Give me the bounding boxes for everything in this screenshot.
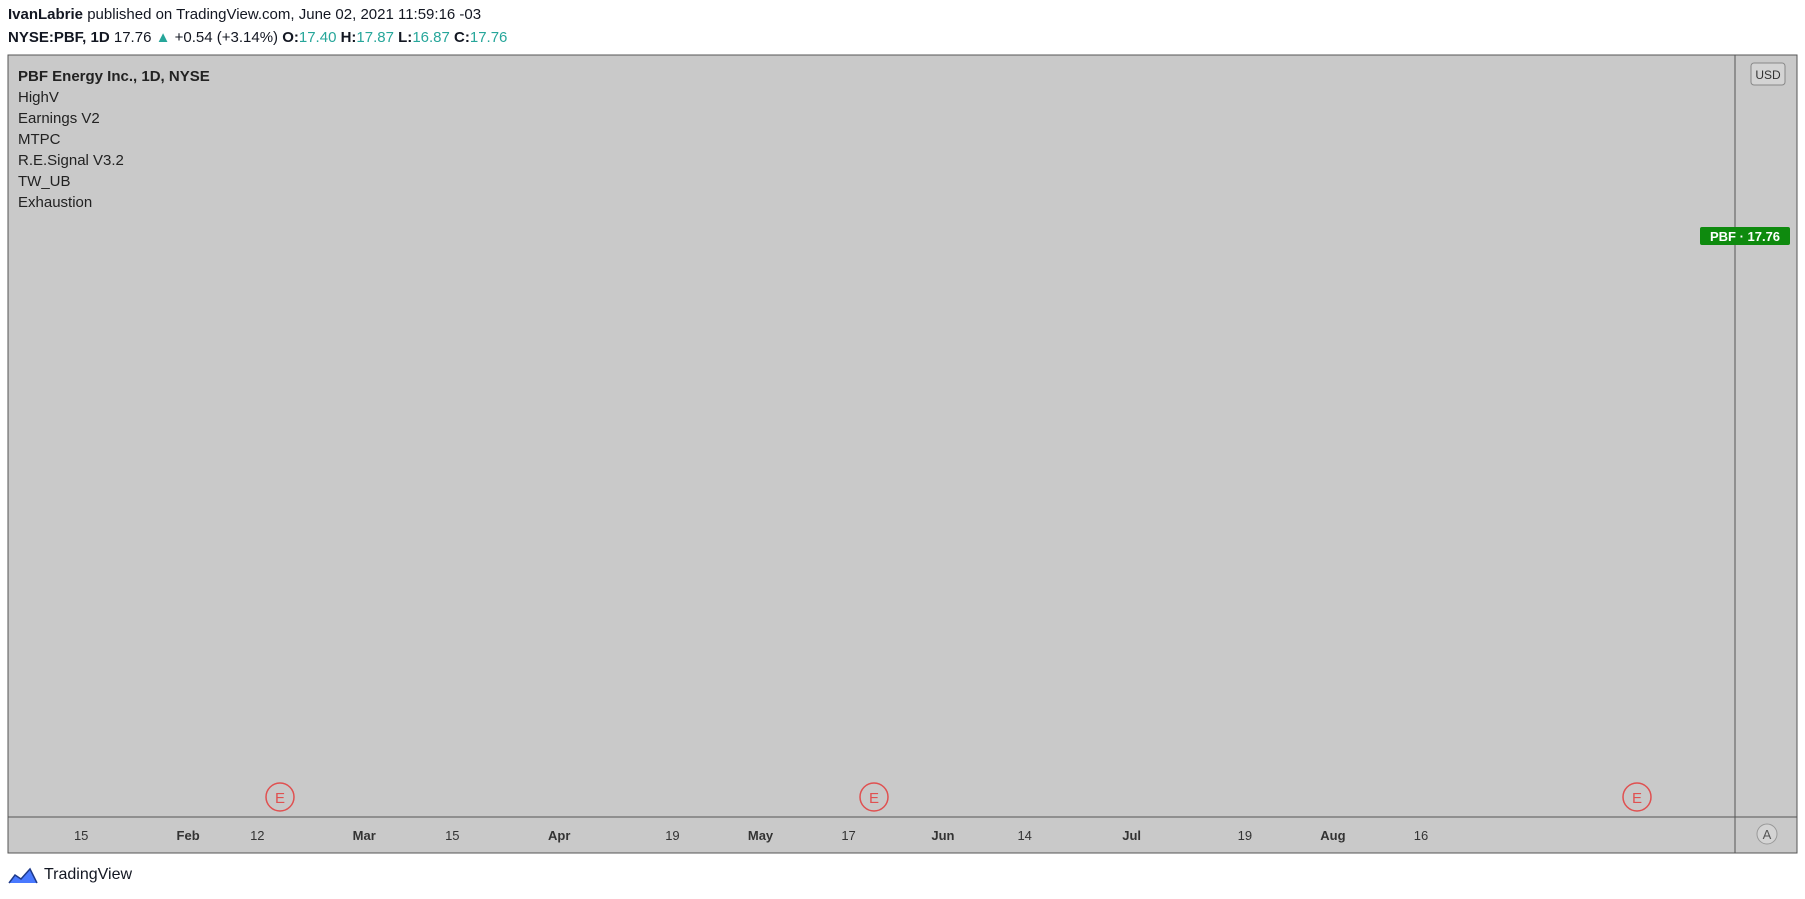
time-axis-labels: 15 Feb 12 Mar 15 Apr 19 May 17 Jun 14 Jul 19 Aug 16 bbox=[74, 828, 1428, 843]
publish-info: IvanLabrie published on TradingView.com,… bbox=[8, 6, 481, 23]
time-tick-label: 19 bbox=[1238, 828, 1252, 843]
price-change: +0.54 (+3.14%) bbox=[174, 29, 279, 46]
low-value: 16.87 bbox=[412, 29, 450, 46]
time-tick-label: 16 bbox=[1414, 828, 1428, 843]
footer: TradingView bbox=[8, 866, 132, 884]
earnings-marker-3[interactable]: E bbox=[1622, 782, 1652, 812]
time-tick-label: Feb bbox=[177, 828, 200, 843]
time-tick-label: 12 bbox=[250, 828, 264, 843]
published-text: published on TradingView.com, June 02, 2… bbox=[87, 6, 482, 23]
price-axis[interactable] bbox=[1735, 55, 1797, 817]
tradingview-logo-icon bbox=[8, 867, 38, 884]
last-price: 17.76 bbox=[113, 29, 152, 46]
time-tick-label: Apr bbox=[548, 828, 570, 843]
earnings-marker-label: E bbox=[869, 790, 879, 807]
symbol-label: NYSE:PBF, 1D bbox=[8, 29, 110, 46]
legend-title[interactable]: PBF Energy Inc., 1D, NYSE bbox=[18, 68, 210, 85]
price-chart[interactable]: 6.557.007.508.008.609.2010.0011.0012.001… bbox=[0, 0, 1805, 860]
time-tick-label: 15 bbox=[445, 828, 459, 843]
currency-label: USD bbox=[1755, 68, 1781, 82]
legend-indicator-exhaustion[interactable]: Exhaustion bbox=[18, 194, 92, 211]
time-tick-label: 14 bbox=[1017, 828, 1031, 843]
legend-indicator-mtpc[interactable]: MTPC bbox=[18, 131, 61, 148]
low-label: L: bbox=[398, 29, 413, 46]
last-price-tag-text: PBF · 17.76 bbox=[1710, 229, 1780, 244]
currency-badge[interactable]: USD bbox=[1750, 62, 1786, 86]
author-name[interactable]: IvanLabrie bbox=[8, 6, 84, 23]
close-label: C: bbox=[454, 29, 470, 46]
time-tick-label: Jun bbox=[931, 828, 954, 843]
up-arrow-icon: ▲ bbox=[155, 29, 171, 46]
earnings-marker-label: E bbox=[1632, 790, 1642, 807]
plot-area[interactable] bbox=[8, 55, 1735, 817]
time-axis[interactable] bbox=[8, 817, 1797, 853]
legend-indicator-resignal[interactable]: R.E.Signal V3.2 bbox=[18, 152, 124, 169]
time-tick-label: 17 bbox=[841, 828, 855, 843]
time-tick-label: 15 bbox=[74, 828, 88, 843]
time-tick-label: Jul bbox=[1122, 828, 1141, 843]
legend-indicator-highv[interactable]: HighV bbox=[18, 89, 59, 106]
earnings-marker-1[interactable]: E bbox=[265, 782, 295, 812]
ohlc-header: NYSE:PBF, 1D 17.76 ▲ +0.54 (+3.14%) O:17… bbox=[8, 29, 507, 46]
brand-name[interactable]: TradingView bbox=[44, 866, 133, 883]
chart-frame bbox=[7, 54, 1798, 854]
earnings-marker-2[interactable]: E bbox=[859, 782, 889, 812]
time-tick-label: 19 bbox=[665, 828, 679, 843]
time-tick-label: Mar bbox=[353, 828, 376, 843]
last-price-tag: PBF · 17.76 bbox=[1700, 227, 1790, 245]
high-value: 17.87 bbox=[356, 29, 394, 46]
open-label: O: bbox=[282, 29, 299, 46]
open-value: 17.40 bbox=[298, 29, 337, 46]
time-tick-label: May bbox=[748, 828, 774, 843]
high-label: H: bbox=[340, 29, 357, 46]
legend: PBF Energy Inc., 1D, NYSE HighV Earnings… bbox=[18, 68, 210, 211]
legend-indicator-earnings[interactable]: Earnings V2 bbox=[18, 110, 100, 127]
earnings-marker-label: E bbox=[275, 790, 285, 807]
auto-scale-button[interactable]: A bbox=[1756, 823, 1778, 845]
time-tick-label: Aug bbox=[1320, 828, 1345, 843]
auto-scale-label: A bbox=[1763, 827, 1772, 842]
legend-indicator-twub[interactable]: TW_UB bbox=[18, 173, 71, 190]
close-value: 17.76 bbox=[469, 29, 508, 46]
